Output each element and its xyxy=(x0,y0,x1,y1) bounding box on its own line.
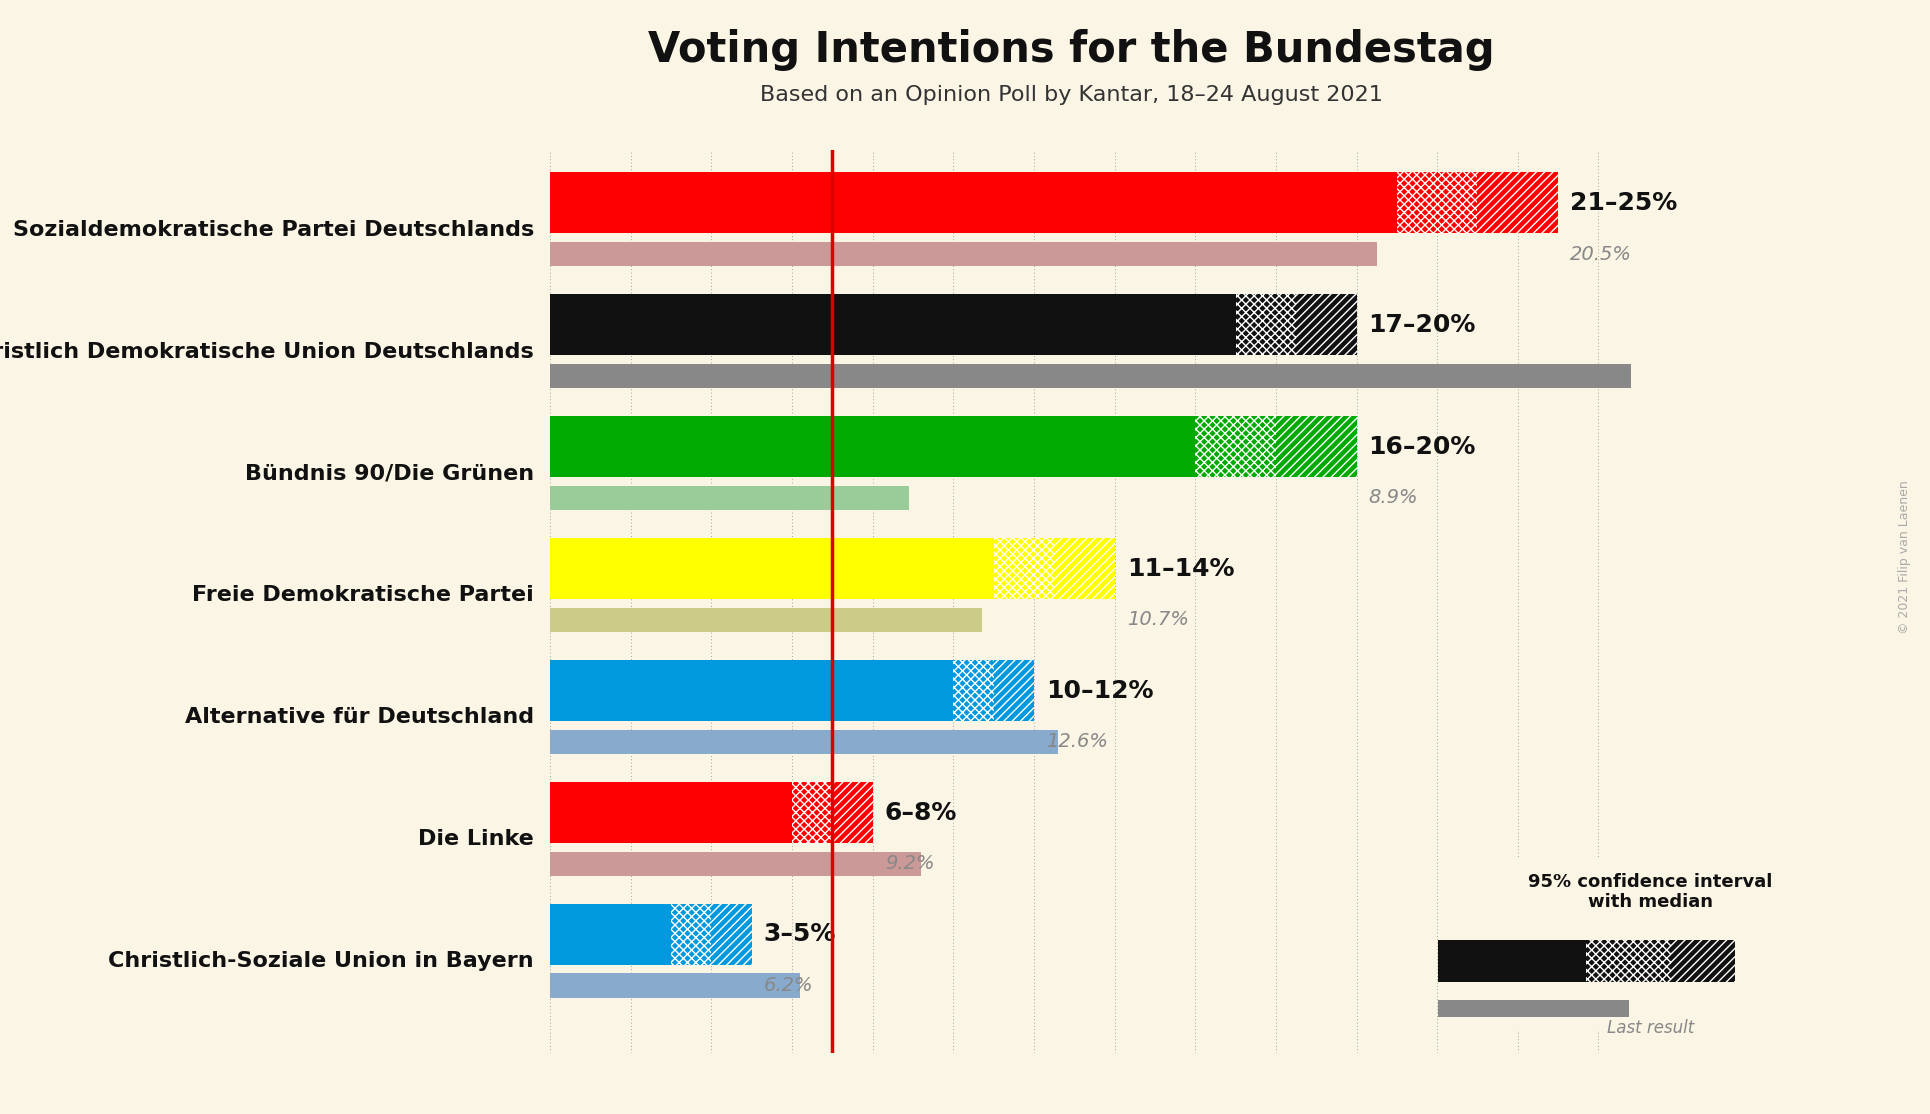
Text: 11–14%: 11–14% xyxy=(1127,557,1233,580)
Text: Bündnis 90/Die Grünen: Bündnis 90/Die Grünen xyxy=(245,463,535,483)
Text: 17–20%: 17–20% xyxy=(1368,313,1476,336)
Bar xyxy=(550,661,953,721)
Bar xyxy=(550,486,909,510)
Text: Christlich-Soziale Union in Bayern: Christlich-Soziale Union in Bayern xyxy=(108,951,535,971)
Bar xyxy=(1397,173,1478,233)
Bar xyxy=(953,661,994,721)
Text: Sozialdemokratische Partei Deutschlands: Sozialdemokratische Partei Deutschlands xyxy=(14,219,535,240)
Bar xyxy=(832,782,872,843)
Bar xyxy=(1438,940,1586,983)
Text: Freie Demokratische Partei: Freie Demokratische Partei xyxy=(193,586,535,606)
Text: 21–25%: 21–25% xyxy=(1571,190,1677,215)
Bar xyxy=(994,538,1054,599)
Text: 16–20%: 16–20% xyxy=(1368,434,1476,459)
Bar xyxy=(791,782,832,843)
Bar xyxy=(1438,999,1629,1017)
Bar xyxy=(1297,294,1357,355)
Bar xyxy=(550,294,1235,355)
Bar xyxy=(550,538,994,599)
Bar xyxy=(1671,940,1735,983)
Text: 95% confidence interval
with median: 95% confidence interval with median xyxy=(1529,872,1772,911)
Text: 9.2%: 9.2% xyxy=(884,854,934,873)
Bar xyxy=(550,417,1195,477)
Text: 8.9%: 8.9% xyxy=(1368,488,1419,507)
Text: 26.8%: 26.8% xyxy=(1368,367,1430,385)
Bar xyxy=(1586,940,1671,983)
Text: 6.2%: 6.2% xyxy=(764,976,813,995)
Text: 10.7%: 10.7% xyxy=(1127,610,1189,629)
Text: Last result: Last result xyxy=(1606,1019,1695,1037)
Text: 20.5%: 20.5% xyxy=(1571,245,1633,264)
Text: 3–5%: 3–5% xyxy=(764,922,836,947)
Bar xyxy=(550,173,1397,233)
Bar xyxy=(550,730,1058,754)
Bar xyxy=(550,851,921,876)
Text: Christlich Demokratische Union Deutschlands: Christlich Demokratische Union Deutschla… xyxy=(0,342,535,362)
Bar xyxy=(550,782,791,843)
Bar xyxy=(550,607,982,632)
Bar xyxy=(550,974,801,998)
Bar xyxy=(550,242,1376,266)
Bar xyxy=(1054,538,1114,599)
Text: Based on an Opinion Poll by Kantar, 18–24 August 2021: Based on an Opinion Poll by Kantar, 18–2… xyxy=(760,85,1382,105)
Bar xyxy=(550,364,1631,388)
Text: Voting Intentions for the Bundestag: Voting Intentions for the Bundestag xyxy=(648,29,1494,71)
Text: Alternative für Deutschland: Alternative für Deutschland xyxy=(185,707,535,727)
Bar xyxy=(1235,294,1297,355)
Text: 6–8%: 6–8% xyxy=(884,801,957,824)
Text: © 2021 Filip van Laenen: © 2021 Filip van Laenen xyxy=(1899,480,1911,634)
Text: Die Linke: Die Linke xyxy=(419,829,535,849)
Bar xyxy=(1195,417,1276,477)
Bar xyxy=(712,903,751,965)
Text: 10–12%: 10–12% xyxy=(1046,678,1154,703)
Bar xyxy=(672,903,712,965)
Bar xyxy=(1276,417,1357,477)
Text: 12.6%: 12.6% xyxy=(1046,732,1108,751)
Bar xyxy=(550,903,672,965)
Bar xyxy=(994,661,1034,721)
Bar xyxy=(1478,173,1558,233)
